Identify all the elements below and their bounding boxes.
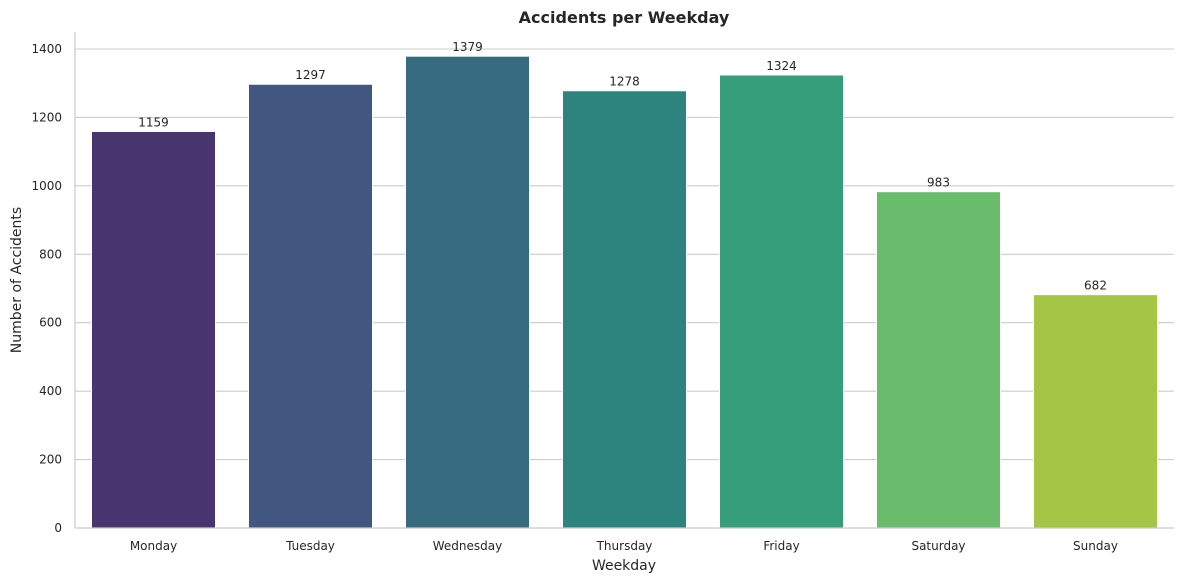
bar-friday bbox=[718, 74, 845, 529]
data-label-monday: 1159 bbox=[138, 115, 169, 129]
x-tick-label-monday: Monday bbox=[130, 539, 177, 553]
bar-tuesday bbox=[247, 83, 374, 529]
y-tick-label: 600 bbox=[39, 316, 62, 330]
data-label-tuesday: 1297 bbox=[295, 68, 326, 82]
x-tick-label-wednesday: Wednesday bbox=[433, 539, 502, 553]
bar-saturday bbox=[875, 191, 1002, 529]
y-tick-label: 1200 bbox=[31, 110, 62, 124]
data-label-wednesday: 1379 bbox=[452, 40, 483, 54]
bar-wednesday bbox=[404, 55, 531, 529]
y-tick-labels: 0 200 400 600 800 1000 1200 1400 bbox=[31, 42, 62, 535]
data-labels: 1159 1297 1379 1278 1324 983 682 bbox=[138, 40, 1107, 292]
data-label-friday: 1324 bbox=[766, 59, 797, 73]
y-tick-label: 400 bbox=[39, 384, 62, 398]
y-axis-label: Number of Accidents bbox=[9, 207, 25, 353]
x-tick-label-tuesday: Tuesday bbox=[285, 539, 335, 553]
x-tick-label-saturday: Saturday bbox=[911, 539, 965, 553]
x-axis-label: Weekday bbox=[592, 558, 656, 574]
x-tick-labels: Monday Tuesday Wednesday Thursday Friday Satu… bbox=[130, 539, 1118, 553]
x-tick-label-friday: Friday bbox=[763, 539, 799, 553]
y-tick-label: 0 bbox=[54, 521, 62, 535]
data-label-sunday: 682 bbox=[1084, 279, 1107, 293]
y-tick-label: 1400 bbox=[31, 42, 62, 56]
bar-monday bbox=[90, 130, 217, 529]
x-tick-label-thursday: Thursday bbox=[596, 539, 653, 553]
data-label-saturday: 983 bbox=[927, 176, 950, 190]
bars bbox=[90, 55, 1159, 529]
y-tick-label: 200 bbox=[39, 453, 62, 467]
y-tick-label: 800 bbox=[39, 247, 62, 261]
y-tick-label: 1000 bbox=[31, 179, 62, 193]
bar-sunday bbox=[1032, 294, 1159, 529]
x-tick-label-sunday: Sunday bbox=[1073, 539, 1118, 553]
bar-thursday bbox=[561, 90, 688, 529]
data-label-thursday: 1278 bbox=[609, 75, 640, 89]
chart-title: Accidents per Weekday bbox=[519, 8, 730, 27]
